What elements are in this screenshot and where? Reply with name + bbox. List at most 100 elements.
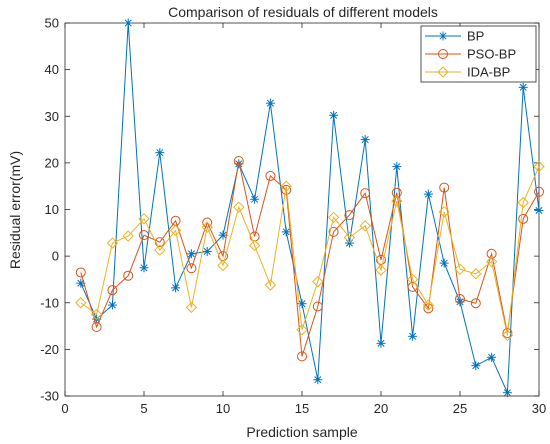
chart-title: Comparison of residuals of different mod… bbox=[168, 4, 438, 20]
data-point bbox=[502, 388, 512, 398]
y-tick-label: 20 bbox=[45, 155, 59, 170]
data-point bbox=[106, 237, 119, 249]
series-ida-bp bbox=[75, 160, 545, 342]
data-point bbox=[517, 196, 529, 209]
data-point bbox=[280, 180, 292, 192]
data-point bbox=[470, 268, 482, 280]
data-point bbox=[391, 195, 403, 207]
series-bp bbox=[76, 18, 544, 398]
data-point bbox=[138, 213, 150, 225]
data-point bbox=[359, 220, 371, 232]
legend-entry: PSO-BP bbox=[425, 47, 516, 62]
data-point bbox=[186, 263, 197, 274]
y-tick-label: -20 bbox=[40, 342, 59, 357]
legend: BP PSO-BP IDA-BP bbox=[420, 25, 537, 83]
data-point bbox=[487, 352, 497, 362]
x-tick-label: 20 bbox=[374, 401, 388, 416]
data-point bbox=[312, 301, 323, 312]
data-point bbox=[171, 283, 181, 293]
data-point bbox=[329, 110, 339, 120]
data-point bbox=[344, 210, 355, 221]
data-point bbox=[406, 273, 419, 286]
x-tick-label: 15 bbox=[295, 401, 309, 416]
data-point bbox=[392, 162, 402, 172]
data-point bbox=[75, 297, 87, 309]
x-tick-label: 30 bbox=[532, 401, 546, 416]
axis-ticks: 0 5 10 15 20 25 30 -30 -20 -10 0 10 20 30 40 50 bbox=[40, 16, 546, 417]
data-point bbox=[217, 259, 229, 272]
y-tick-label: 30 bbox=[45, 109, 59, 124]
x-tick-label: 25 bbox=[453, 401, 467, 416]
x-tick-label: 0 bbox=[61, 401, 68, 416]
data-point bbox=[312, 276, 324, 288]
legend-label: IDA-BP bbox=[467, 65, 510, 80]
y-tick-label: -10 bbox=[40, 295, 59, 310]
data-point bbox=[123, 270, 134, 281]
data-point bbox=[248, 239, 261, 252]
data-point bbox=[360, 135, 370, 145]
data-point bbox=[343, 231, 356, 244]
data-point bbox=[485, 256, 498, 268]
data-point bbox=[470, 298, 481, 309]
legend-marker bbox=[438, 49, 448, 59]
data-point bbox=[518, 82, 528, 92]
data-point bbox=[501, 329, 514, 342]
y-tick-label: 0 bbox=[52, 249, 59, 264]
data-point bbox=[123, 18, 133, 28]
data-point bbox=[376, 254, 386, 265]
data-point bbox=[233, 156, 244, 167]
data-point bbox=[327, 211, 340, 224]
legend-entry: IDA-BP bbox=[425, 65, 510, 80]
data-point bbox=[439, 258, 449, 268]
legend-box bbox=[420, 25, 537, 83]
y-axis-label: Residual error(mV) bbox=[7, 151, 23, 269]
legend-marker bbox=[437, 66, 449, 78]
x-tick-label: 5 bbox=[140, 401, 147, 416]
data-point bbox=[122, 230, 134, 242]
data-point bbox=[518, 213, 529, 224]
legend-label: PSO-BP bbox=[467, 47, 516, 62]
data-point bbox=[75, 267, 86, 278]
data-point bbox=[328, 226, 339, 237]
data-point bbox=[169, 224, 182, 237]
data-point bbox=[139, 263, 149, 273]
data-point bbox=[265, 98, 275, 108]
data-point bbox=[534, 205, 544, 215]
data-point bbox=[502, 328, 513, 339]
data-point bbox=[185, 301, 198, 314]
y-tick-label: -30 bbox=[40, 389, 59, 404]
data-point bbox=[454, 263, 466, 275]
data-point bbox=[201, 221, 213, 233]
plot-area bbox=[64, 22, 540, 397]
data-point bbox=[281, 227, 291, 237]
data-point bbox=[281, 184, 292, 195]
data-point bbox=[202, 246, 212, 256]
y-tick-label: 50 bbox=[45, 16, 59, 31]
data-point bbox=[296, 324, 308, 336]
series-line bbox=[80, 160, 540, 357]
data-point bbox=[186, 249, 196, 259]
data-point bbox=[107, 300, 117, 310]
legend-marker bbox=[438, 31, 448, 41]
data-point bbox=[233, 201, 245, 213]
data-point bbox=[471, 361, 481, 371]
series-pso-bp bbox=[75, 156, 544, 362]
data-point bbox=[408, 331, 418, 341]
x-tick-label: 10 bbox=[216, 401, 230, 416]
data-point bbox=[265, 170, 276, 181]
data-point bbox=[439, 182, 450, 193]
data-point bbox=[313, 375, 323, 385]
data-point bbox=[91, 321, 102, 332]
data-point bbox=[155, 148, 165, 158]
series-line bbox=[80, 166, 540, 336]
data-point bbox=[360, 188, 371, 199]
data-point bbox=[297, 351, 307, 362]
data-point bbox=[533, 160, 545, 173]
legend-entry: BP bbox=[425, 29, 484, 44]
data-point bbox=[534, 186, 544, 197]
data-point bbox=[375, 264, 387, 276]
data-point bbox=[391, 187, 402, 198]
data-point bbox=[422, 299, 435, 311]
data-point bbox=[250, 194, 260, 204]
